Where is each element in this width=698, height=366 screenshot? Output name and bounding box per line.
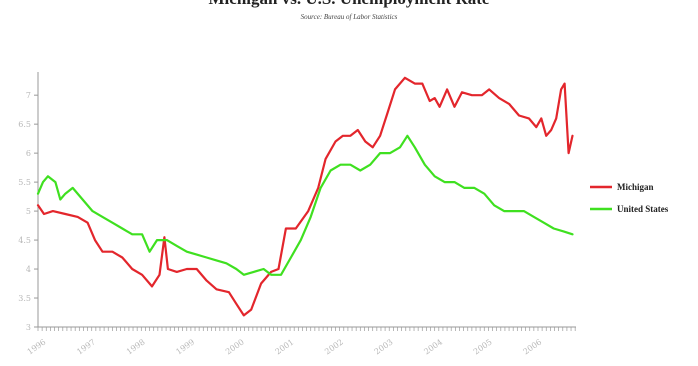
legend-label: United States [617,204,669,214]
x-tick-label: 2005 [472,337,494,356]
x-tick-label: 2003 [373,337,395,356]
x-tick-label: 2004 [422,337,444,356]
x-tick-label: 2000 [224,337,246,356]
x-axis-tick-labels: 1996 1997 1998 1999 2000 2001 2002 2003 2004 2005… [26,337,544,356]
series-line-michigan [36,76,574,317]
x-tick-label: 2002 [323,337,345,356]
y-tick-label: 4 [26,265,31,274]
x-tick-label: 1996 [26,337,48,356]
x-tick-label: 2006 [521,337,543,356]
y-tick-label: 6 [26,149,31,158]
y-tick-label: 3.5 [18,294,31,303]
y-tick-label: 4.5 [18,236,31,245]
y-tick-label: 6.5 [18,120,31,129]
series-line-united-states [36,134,574,276]
x-tick-label: 1998 [125,337,147,356]
x-tick-label: 2001 [274,337,296,356]
chart-subtitle: Source: Bureau of Labor Statistics [301,13,398,21]
chart-axes: 3 3.5 4 4.5 5 5.5 6 6.5 7 1996 1997 1998 1999 2000 20… [18,72,576,356]
y-tick-label: 7 [26,91,31,100]
series-layer [36,76,574,317]
y-tick-label: 3 [26,323,31,332]
x-tick-label: 1997 [75,337,97,356]
legend-label: Michigan [617,182,654,192]
y-axis-ticks: 3 3.5 4 4.5 5 5.5 6 6.5 7 [18,91,38,332]
x-tick-label: 1999 [174,337,196,356]
x-axis-minor-ticks [37,327,576,331]
chart-legend: Michigan United States [590,182,669,214]
y-tick-label: 5 [26,207,31,216]
y-tick-label: 5.5 [18,178,31,187]
chart-title: Michigan vs. U.S. Unemployment Rate [209,0,490,8]
